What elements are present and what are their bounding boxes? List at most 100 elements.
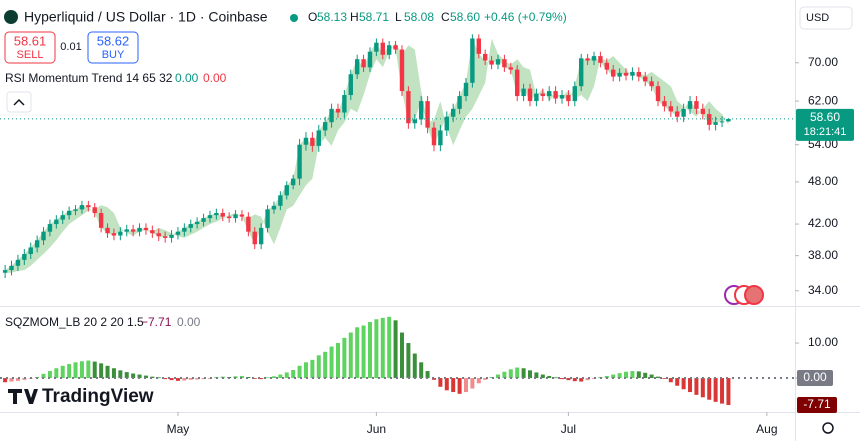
momentum-bar (521, 368, 526, 379)
momentum-bar (259, 378, 264, 380)
momentum-bar (291, 370, 296, 379)
momentum-bar (335, 343, 340, 379)
y-tick-label: 10.00 (808, 335, 838, 349)
candle-body (700, 108, 706, 115)
candle-body (162, 236, 168, 238)
collapse-icon[interactable] (13, 98, 25, 106)
momentum-bar (201, 378, 206, 380)
market-status (290, 14, 298, 22)
momentum-bar (495, 374, 500, 379)
buy-price[interactable]: 58.62 (97, 33, 130, 48)
price-change: +0.46 (+0.79%) (484, 10, 567, 24)
buy-label[interactable]: BUY (102, 49, 125, 61)
momentum-bar (387, 316, 392, 379)
candle-body (579, 58, 584, 87)
candle-body (278, 195, 283, 206)
brand-logo (8, 389, 38, 404)
candle-body (118, 231, 123, 236)
momentum-bar (150, 376, 155, 379)
price-tag (796, 108, 854, 141)
indicator-value: 0.00 (175, 71, 199, 85)
candle-body (662, 101, 667, 107)
ohlc-label: C (441, 10, 450, 24)
candle-body (547, 91, 552, 97)
candle-body (559, 95, 565, 99)
momentum-bar (169, 378, 174, 381)
candle-body (271, 205, 277, 210)
momentum-bar (118, 370, 123, 379)
settings-icon[interactable] (822, 422, 834, 434)
momentum-bar (175, 378, 180, 381)
candle-body (399, 49, 405, 92)
candle-body (591, 56, 597, 61)
momentum-bar (675, 378, 680, 386)
candle-body (502, 59, 507, 68)
candle-body (655, 86, 661, 102)
candle-body (367, 51, 373, 68)
candle-body (713, 122, 718, 125)
candle-body (585, 58, 590, 61)
currency[interactable]: USD (806, 12, 829, 24)
buy-button[interactable] (87, 31, 139, 64)
momentum-bar (297, 365, 302, 379)
momentum-bar (508, 369, 513, 379)
momentum-bar (207, 378, 212, 379)
candle-body (444, 116, 449, 131)
sell-label[interactable]: SELL (17, 49, 44, 61)
collapse-button[interactable] (6, 91, 32, 113)
momentum-bar (476, 378, 481, 384)
symbol-icon (4, 10, 18, 24)
momentum-bar (412, 353, 417, 379)
events-icons[interactable] (724, 285, 764, 305)
candle-body (22, 254, 27, 260)
candle-body (246, 216, 251, 232)
candle-body (79, 205, 85, 210)
candle-body (156, 233, 161, 237)
sell-button[interactable] (4, 31, 56, 64)
candle-body (694, 101, 699, 109)
ohlc-value: 58.71 (359, 10, 389, 24)
candle-body (150, 230, 155, 234)
momentum-bar (668, 378, 673, 383)
momentum-bar (534, 372, 539, 379)
momentum-bar (457, 378, 462, 394)
momentum-bar (310, 359, 315, 379)
symbol-title: Hyperliquid / US Dollar · 1D · Coinbase (24, 9, 268, 25)
candle-body (527, 88, 533, 102)
candle-body (566, 95, 571, 102)
candle-body (675, 111, 680, 117)
momentum-bar (137, 374, 142, 379)
momentum-bar (163, 378, 168, 380)
momentum-bar (649, 374, 654, 379)
currency-button[interactable] (799, 6, 853, 30)
candle-body (297, 144, 302, 179)
candle-body (239, 214, 245, 217)
candle-body (169, 234, 174, 238)
candle-body (707, 114, 712, 125)
candle-body (489, 60, 494, 65)
zero-tag (797, 370, 833, 387)
ohlc-label: H (350, 10, 359, 24)
momentum-bar (342, 337, 347, 379)
candle-body (687, 101, 693, 109)
sell-price[interactable]: 58.61 (14, 33, 47, 48)
candle-body (534, 93, 539, 102)
y-tick-label: 38.00 (808, 248, 838, 262)
event-icon[interactable] (744, 285, 764, 305)
candle-body (643, 76, 648, 82)
candle-body (92, 207, 97, 213)
candle-body (617, 72, 622, 77)
candle-body (130, 229, 136, 232)
x-tick-label: May (167, 422, 190, 436)
candle-body (66, 210, 72, 216)
candle-body (495, 59, 501, 65)
candle-body (290, 178, 296, 186)
momentum-bar (713, 378, 718, 402)
momentum-bar (656, 376, 661, 379)
candle-body (188, 224, 193, 228)
momentum-bar (60, 365, 65, 379)
candle-body (412, 119, 417, 124)
candle-body (386, 45, 392, 55)
momentum-bar (489, 377, 494, 379)
